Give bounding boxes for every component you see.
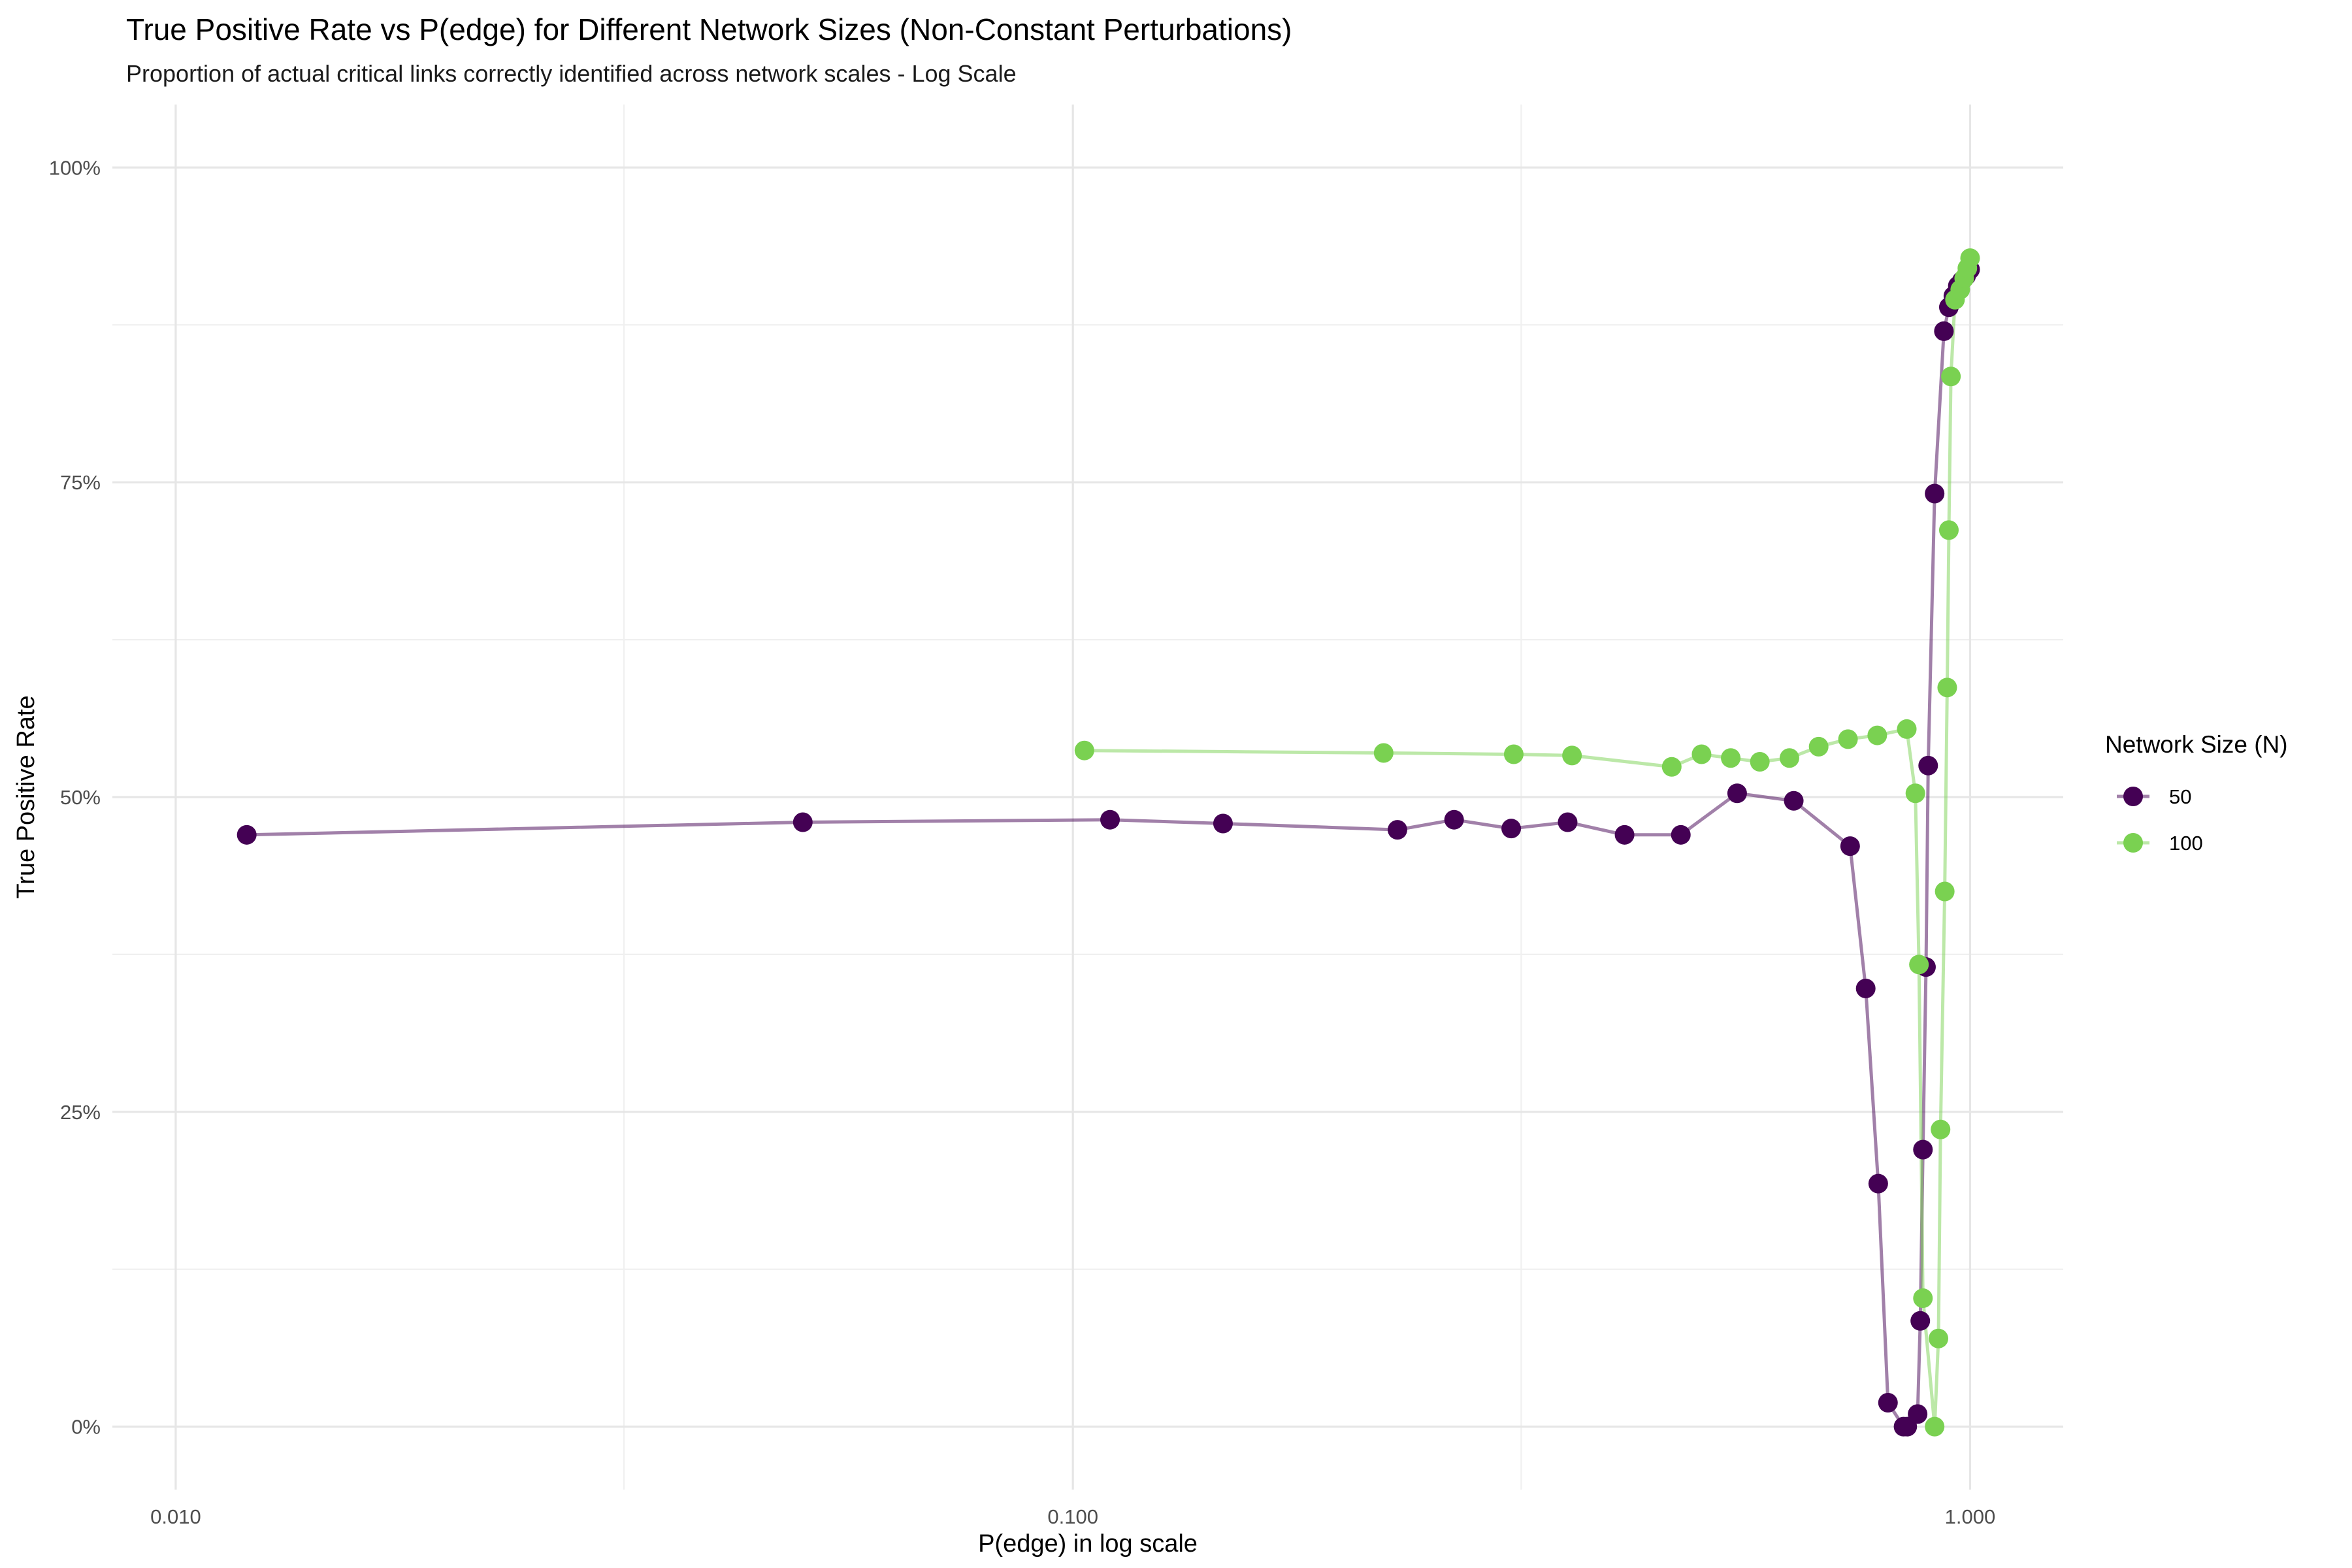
- legend-key-point-100: [2123, 833, 2143, 853]
- y-tick-label: 50%: [60, 786, 101, 809]
- y-axis-title: True Positive Rate: [12, 695, 40, 898]
- x-axis-title: P(edge) in log scale: [978, 1530, 1198, 1558]
- series-line-100: [1084, 257, 1972, 1429]
- x-tick-label: 1.000: [1945, 1505, 1996, 1528]
- data-point-n100: [1960, 248, 1980, 269]
- data-point-n100: [1941, 367, 1961, 387]
- data-point-n50: [792, 812, 813, 832]
- data-point-n50: [1727, 783, 1747, 804]
- data-point-n50: [1784, 791, 1804, 811]
- legend-key-point-50: [2123, 787, 2143, 806]
- legend-label-100: 100: [2169, 832, 2203, 855]
- data-point-n50: [1614, 825, 1635, 845]
- series-line-50: [246, 269, 1972, 1429]
- x-tick-label: 0.010: [150, 1505, 201, 1528]
- data-point-n100: [1913, 1288, 1933, 1309]
- chart-title: True Positive Rate vs P(edge) for Differ…: [126, 12, 1292, 46]
- data-point-n100: [1373, 743, 1394, 763]
- data-point-n100: [1937, 678, 1957, 698]
- data-point-n100: [1562, 745, 1582, 766]
- data-point-n100: [1867, 725, 1887, 745]
- data-point-n50: [1387, 820, 1407, 840]
- data-point-n100: [1691, 744, 1712, 764]
- data-point-n50: [1855, 978, 1876, 998]
- legend-label-50: 50: [2169, 785, 2191, 808]
- data-point-n100: [1905, 783, 1925, 804]
- y-tick-label: 100%: [49, 156, 101, 179]
- data-point-n50: [1918, 755, 1938, 776]
- legend: Network Size (N) 50 100: [2105, 731, 2288, 855]
- data-point-n50: [1100, 809, 1120, 830]
- data-point-n100: [1503, 744, 1524, 764]
- data-point-n100: [1808, 736, 1829, 757]
- data-point-n50: [1671, 825, 1691, 845]
- series-layer: [237, 248, 1980, 1437]
- legend-title: Network Size (N): [2105, 731, 2288, 758]
- data-point-n50: [1868, 1173, 1888, 1194]
- data-point-n100: [1661, 757, 1682, 777]
- data-point-n100: [1779, 748, 1799, 768]
- data-point-n100: [1935, 881, 1955, 902]
- data-point-n50: [1840, 836, 1860, 857]
- data-point-n50: [1501, 819, 1522, 839]
- data-point-n50: [1444, 809, 1464, 830]
- axis-layer: 0% 25% 50% 75% 100% 0.010 0.100 1.000 P(edge) in…: [12, 156, 1995, 1558]
- data-point-n50: [1213, 813, 1233, 834]
- data-point-n100: [1897, 719, 1917, 739]
- y-tick-label: 25%: [60, 1101, 101, 1124]
- data-point-n50: [1878, 1393, 1898, 1413]
- data-point-n50: [237, 825, 257, 845]
- data-point-n100: [1750, 752, 1770, 772]
- data-point-n100: [1929, 1328, 1949, 1348]
- data-point-n50: [1910, 1311, 1931, 1331]
- data-point-n100: [1931, 1119, 1951, 1139]
- data-point-n100: [1721, 748, 1741, 768]
- data-point-n100: [1838, 729, 1858, 749]
- data-point-n100: [1909, 955, 1929, 975]
- x-tick-label: 0.100: [1047, 1505, 1098, 1528]
- data-point-n100: [1938, 520, 1959, 540]
- data-point-n50: [1558, 812, 1578, 832]
- data-point-n100: [1925, 1416, 1945, 1437]
- data-point-n50: [1913, 1139, 1933, 1160]
- chart-subtitle: Proportion of actual critical links corr…: [126, 60, 1017, 87]
- data-point-n50: [1925, 483, 1945, 504]
- data-point-n50: [1934, 321, 1954, 341]
- grid-layer: [112, 105, 2063, 1490]
- data-point-n100: [1074, 740, 1094, 760]
- y-tick-label: 75%: [60, 471, 101, 494]
- data-point-n50: [1908, 1404, 1928, 1424]
- y-tick-label: 0%: [71, 1416, 101, 1439]
